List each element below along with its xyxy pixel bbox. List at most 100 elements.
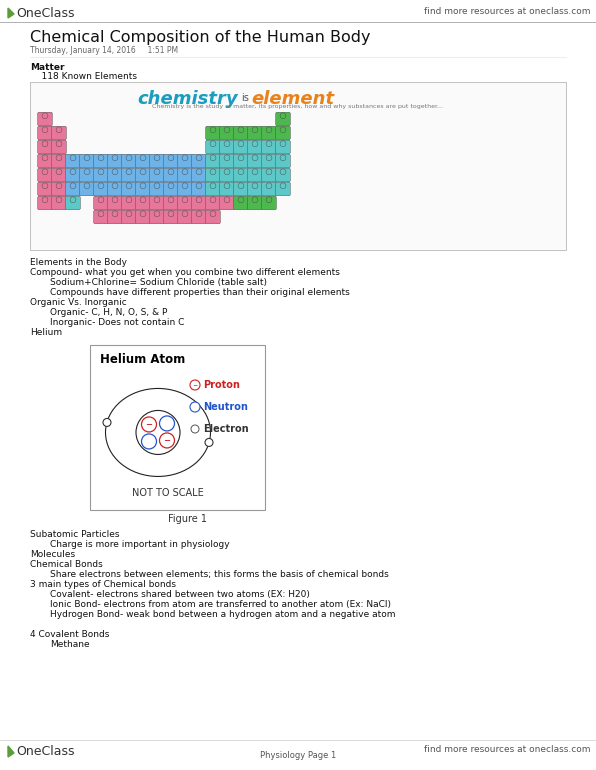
FancyBboxPatch shape — [122, 210, 136, 224]
Circle shape — [266, 197, 272, 203]
Circle shape — [238, 127, 244, 132]
FancyBboxPatch shape — [220, 196, 234, 209]
Circle shape — [210, 182, 216, 189]
FancyBboxPatch shape — [38, 126, 52, 140]
FancyBboxPatch shape — [206, 210, 221, 224]
Circle shape — [196, 211, 202, 216]
Text: Figure 1: Figure 1 — [168, 514, 207, 524]
Circle shape — [56, 141, 62, 147]
Circle shape — [280, 113, 286, 119]
FancyBboxPatch shape — [178, 154, 193, 168]
Text: Physiology Page 1: Physiology Page 1 — [260, 751, 336, 760]
FancyBboxPatch shape — [206, 196, 221, 209]
FancyBboxPatch shape — [248, 196, 262, 209]
Circle shape — [160, 433, 175, 448]
Circle shape — [42, 197, 48, 203]
FancyBboxPatch shape — [178, 196, 193, 209]
FancyBboxPatch shape — [206, 182, 221, 196]
FancyBboxPatch shape — [52, 154, 66, 168]
Text: OneClass: OneClass — [16, 7, 74, 20]
FancyBboxPatch shape — [220, 154, 234, 168]
FancyBboxPatch shape — [164, 154, 178, 168]
Circle shape — [126, 211, 132, 216]
FancyBboxPatch shape — [262, 126, 277, 140]
Circle shape — [210, 197, 216, 203]
Circle shape — [238, 197, 244, 203]
Circle shape — [224, 127, 230, 132]
Text: element: element — [251, 90, 334, 108]
FancyBboxPatch shape — [220, 168, 234, 182]
FancyBboxPatch shape — [66, 182, 80, 196]
Circle shape — [238, 155, 244, 161]
Circle shape — [56, 155, 62, 161]
Circle shape — [205, 438, 213, 447]
FancyBboxPatch shape — [108, 182, 122, 196]
FancyBboxPatch shape — [220, 140, 234, 154]
Circle shape — [252, 155, 258, 161]
FancyBboxPatch shape — [275, 168, 290, 182]
Circle shape — [182, 211, 188, 216]
Circle shape — [98, 182, 104, 189]
Circle shape — [98, 155, 104, 161]
Circle shape — [140, 182, 146, 189]
FancyBboxPatch shape — [206, 140, 221, 154]
FancyBboxPatch shape — [136, 154, 150, 168]
Text: Helium: Helium — [30, 328, 62, 337]
Text: Molecules: Molecules — [30, 550, 75, 559]
FancyBboxPatch shape — [164, 210, 178, 224]
FancyBboxPatch shape — [164, 168, 178, 182]
FancyBboxPatch shape — [52, 140, 66, 154]
Circle shape — [84, 169, 90, 175]
Circle shape — [141, 417, 157, 432]
FancyBboxPatch shape — [108, 168, 122, 182]
Circle shape — [266, 155, 272, 161]
FancyBboxPatch shape — [234, 140, 249, 154]
FancyBboxPatch shape — [150, 210, 164, 224]
Circle shape — [112, 211, 118, 216]
Circle shape — [252, 197, 258, 203]
FancyBboxPatch shape — [192, 182, 206, 196]
FancyBboxPatch shape — [38, 182, 52, 196]
Circle shape — [280, 182, 286, 189]
FancyBboxPatch shape — [275, 154, 290, 168]
FancyBboxPatch shape — [164, 182, 178, 196]
FancyBboxPatch shape — [234, 196, 249, 209]
FancyBboxPatch shape — [275, 140, 290, 154]
FancyBboxPatch shape — [192, 196, 206, 209]
Circle shape — [140, 197, 146, 203]
Circle shape — [56, 182, 62, 189]
Text: 3 main types of Chemical bonds: 3 main types of Chemical bonds — [30, 580, 176, 589]
Bar — [30, 82, 566, 250]
FancyBboxPatch shape — [206, 126, 221, 140]
FancyBboxPatch shape — [234, 126, 249, 140]
Text: Matter: Matter — [30, 63, 64, 72]
Circle shape — [224, 169, 230, 175]
Circle shape — [266, 141, 272, 147]
Circle shape — [84, 182, 90, 189]
Text: Proton: Proton — [203, 380, 240, 390]
FancyBboxPatch shape — [150, 182, 164, 196]
Text: OneClass: OneClass — [16, 745, 74, 758]
Circle shape — [196, 197, 202, 203]
Text: Inorganic- Does not contain C: Inorganic- Does not contain C — [50, 318, 184, 327]
Circle shape — [252, 182, 258, 189]
Text: Thursday, January 14, 2016     1:51 PM: Thursday, January 14, 2016 1:51 PM — [30, 46, 178, 55]
FancyBboxPatch shape — [248, 154, 262, 168]
Circle shape — [168, 155, 174, 161]
FancyBboxPatch shape — [38, 168, 52, 182]
Circle shape — [84, 155, 90, 161]
Circle shape — [190, 380, 200, 390]
FancyBboxPatch shape — [248, 140, 262, 154]
Circle shape — [141, 434, 157, 449]
FancyBboxPatch shape — [150, 196, 164, 209]
Circle shape — [42, 155, 48, 161]
FancyBboxPatch shape — [192, 210, 206, 224]
Circle shape — [70, 182, 76, 189]
Text: Neutron: Neutron — [203, 402, 248, 412]
Circle shape — [42, 182, 48, 189]
Circle shape — [210, 155, 216, 161]
Text: Ionic Bond- electrons from atom are transferred to another atom (Ex: NaCl): Ionic Bond- electrons from atom are tran… — [50, 600, 391, 609]
Text: chemistry: chemistry — [137, 90, 238, 108]
Text: NOT TO SCALE: NOT TO SCALE — [132, 488, 203, 498]
Circle shape — [154, 197, 160, 203]
